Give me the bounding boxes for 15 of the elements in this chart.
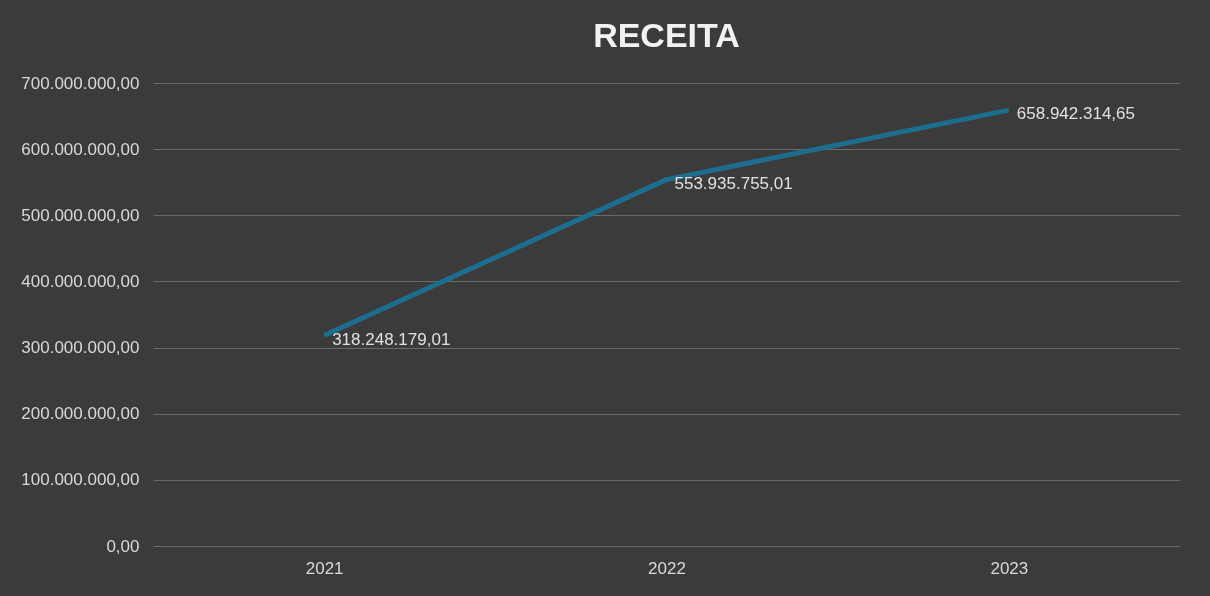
y-tick-label: 400.000.000,00 [21, 271, 140, 291]
y-tick-label: 700.000.000,00 [21, 73, 140, 93]
chart-title: RECEITA [593, 16, 740, 54]
x-tick-label: 2022 [648, 558, 686, 578]
y-tick-label: 300.000.000,00 [21, 338, 140, 358]
y-tick-label: 600.000.000,00 [21, 139, 140, 159]
text: 318.248.179,01 [332, 329, 451, 349]
y-tick-label: 500.000.000,00 [21, 205, 140, 225]
x-tick-label: 2021 [305, 558, 344, 578]
x-tick-label: 2023 [990, 558, 1029, 578]
text: 553.935.755,01 [674, 173, 793, 193]
text: 658.942.314,65 [1016, 104, 1136, 124]
y-tick-label: 100.000.000,00 [21, 470, 140, 490]
y-tick-label: 0,00 [106, 536, 140, 556]
y-tick-label: 200.000.000,00 [21, 404, 140, 424]
